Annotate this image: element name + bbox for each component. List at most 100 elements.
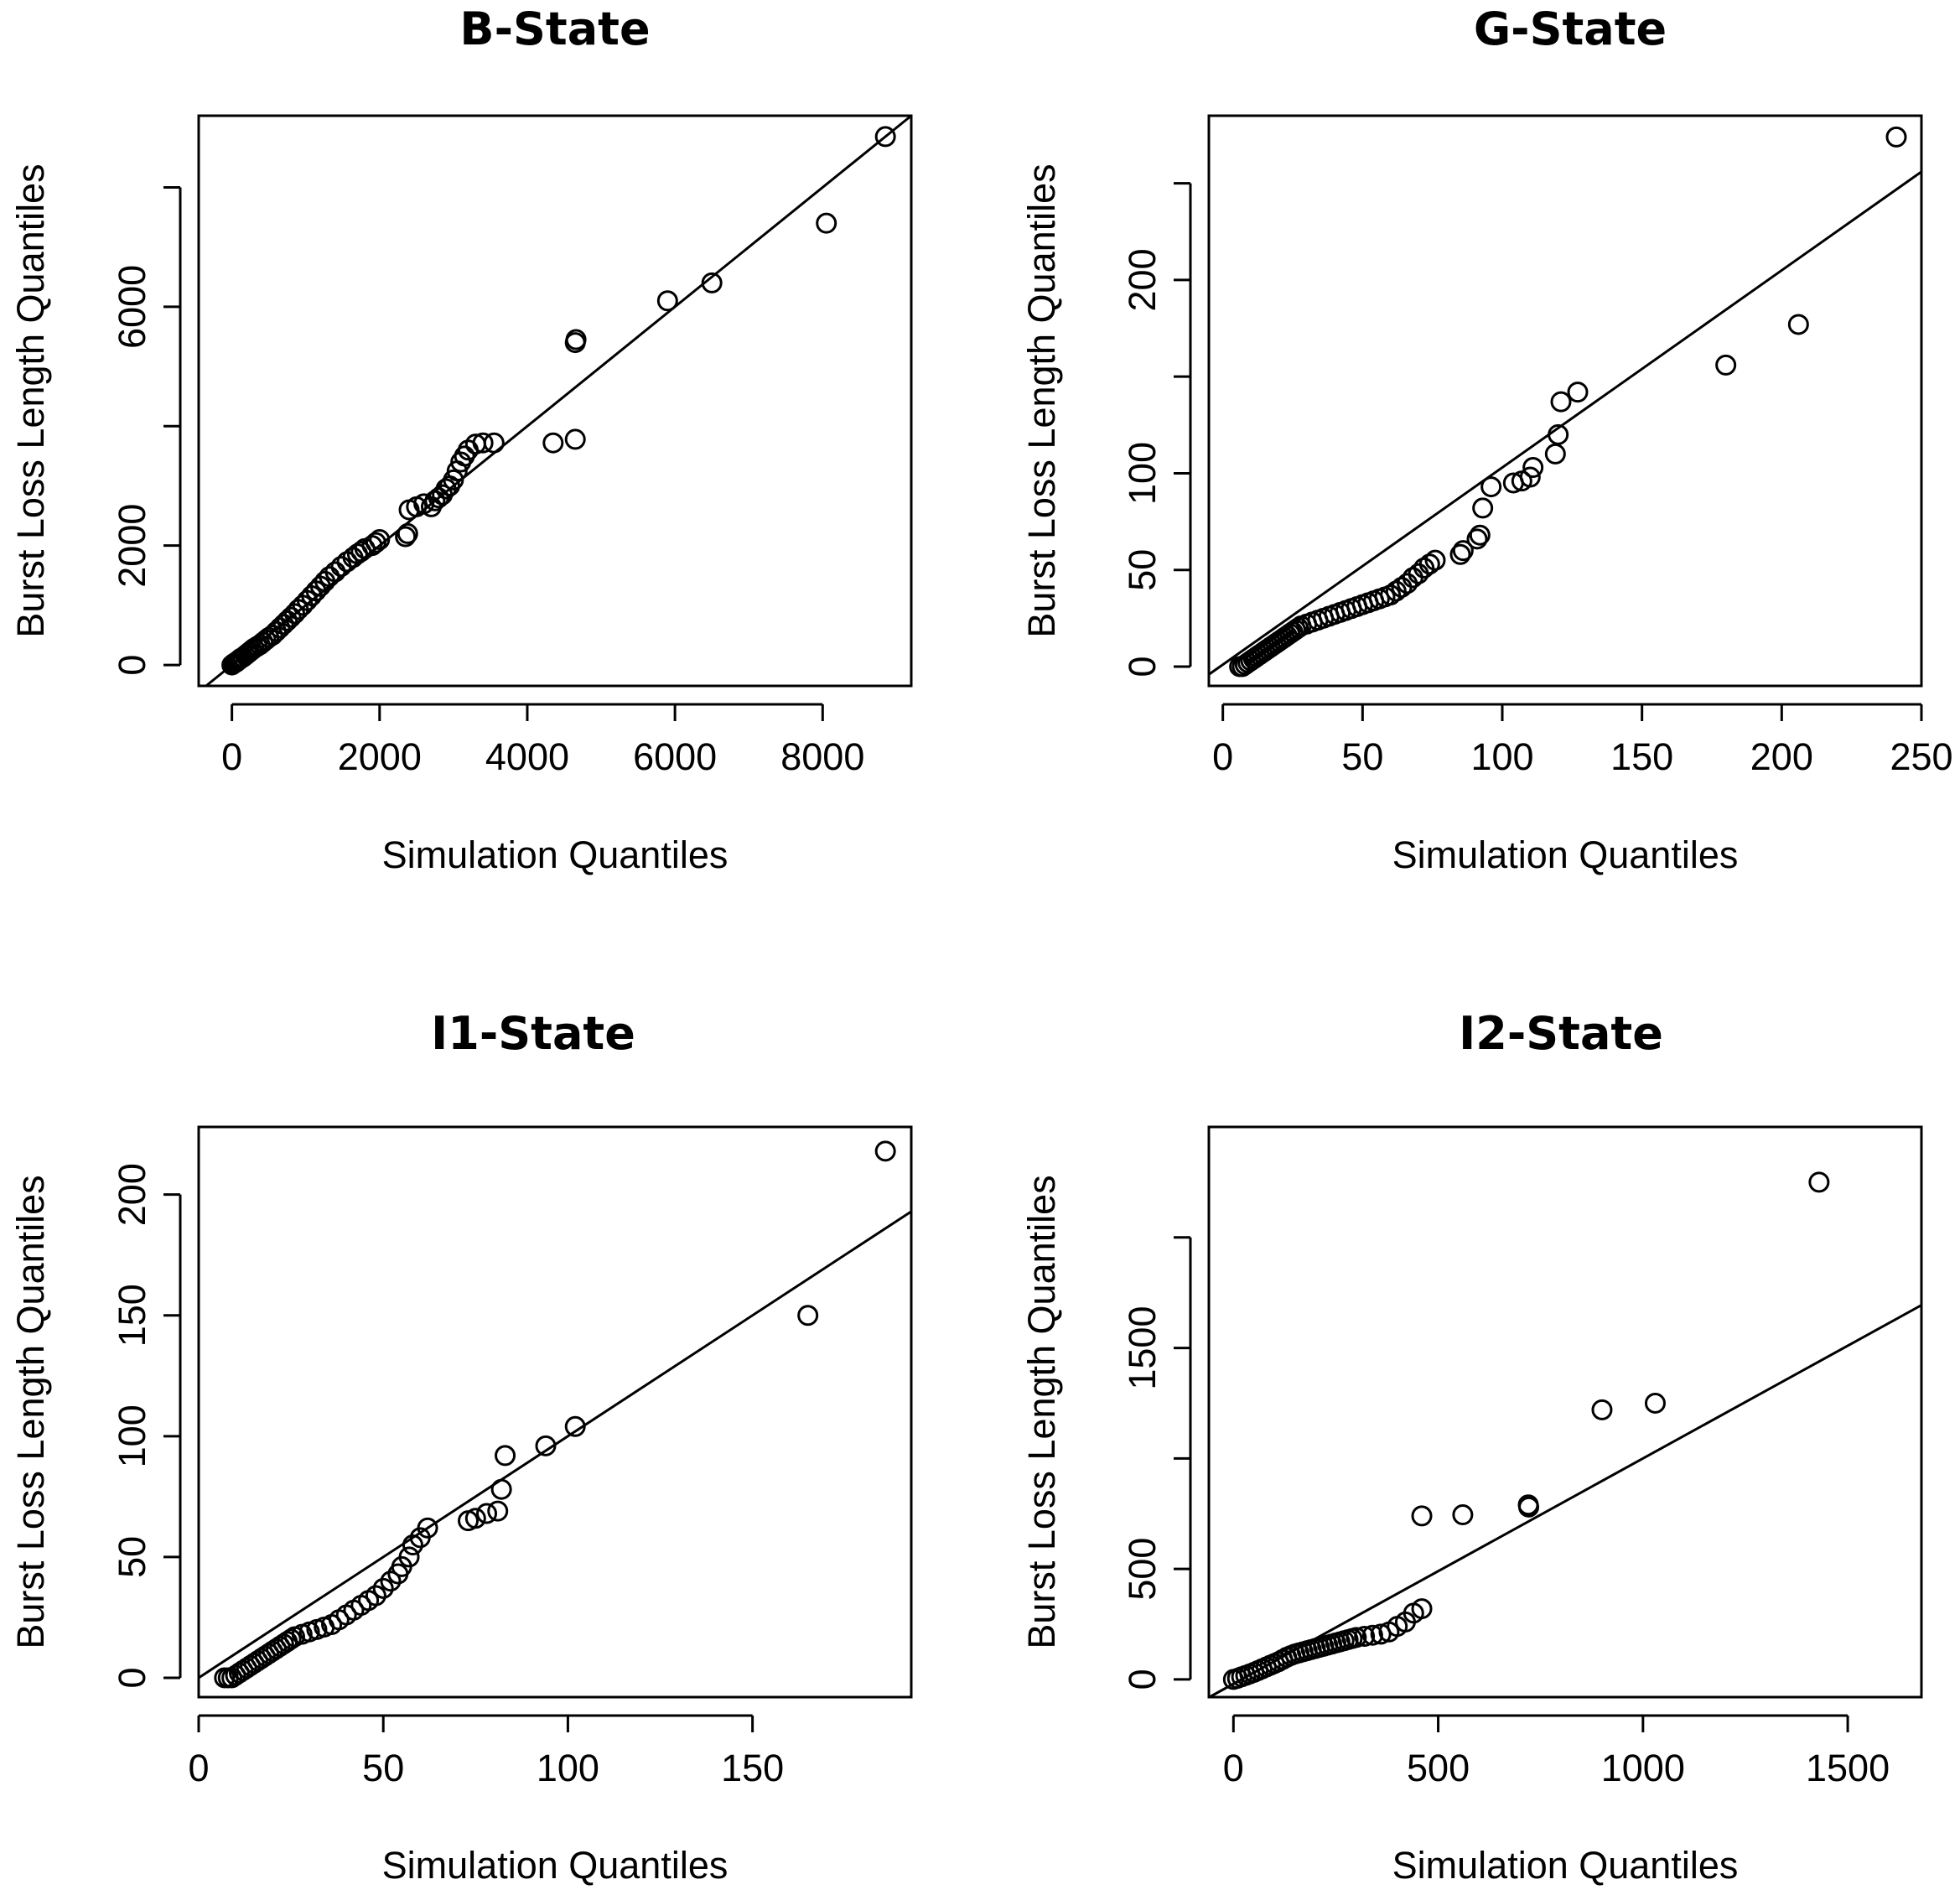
data-point [476,1503,498,1524]
data-point [874,1140,896,1162]
x-axis: 0 50 100 150 200 250 [1212,703,1953,778]
data-point [402,1534,423,1555]
data-point [280,606,302,628]
x-tick-label: 100 [1470,735,1533,778]
x-tick-label: 150 [1610,735,1673,778]
plot-frame [197,114,913,688]
data-point [365,532,386,553]
reference-line [1208,170,1922,676]
data-point [1466,528,1488,550]
data-point [1452,540,1474,562]
x-axis-label: Simulation Quantiles [382,1844,729,1887]
data-point [1567,382,1589,403]
data-point [280,1628,302,1650]
data-point [1469,524,1491,546]
data-point [1284,619,1306,641]
data-point [1354,1626,1376,1648]
data-point [495,1445,516,1467]
data-point [1519,466,1541,488]
plot-area [1208,1171,1922,1699]
data-point [535,1435,557,1456]
data-point [398,1546,420,1568]
x-tick-label: 4000 [485,735,569,778]
x-axis: 0 500 1000 1500 [1223,1714,1890,1789]
data-point [1472,497,1494,519]
x-tick-label: 250 [1890,735,1952,778]
data-point [1449,543,1471,565]
y-axis-label: Burst Loss Length Quantiles [9,1175,52,1648]
y-axis: 0 50 100 150 200 [111,1163,182,1688]
data-point [1370,1623,1392,1645]
y-tick-label: 0 [1121,1669,1164,1690]
data-point [1550,391,1572,413]
x-tick-label: 6000 [633,735,717,778]
data-point [272,614,294,636]
data-point [1418,553,1440,575]
data-point [265,620,287,642]
plot-frame [1207,114,1923,688]
y-axis-label: Burst Loss Length Quantiles [1020,1175,1063,1648]
y-tick-label: 150 [111,1284,153,1347]
x-tick-label: 100 [537,1747,599,1789]
data-point [350,541,372,563]
data-point [701,272,723,293]
data-point [1346,1627,1367,1648]
x-tick-label: 50 [362,1747,404,1789]
y-axis: 0 500 1500 [1121,1236,1192,1690]
panel-g-state: G-State 0 50 100 150 200 250 0 50 100 200 Simula… [1020,3,1953,876]
y-tick-label: 0 [111,1667,153,1688]
data-point [269,617,291,639]
x-tick-label: 500 [1407,1747,1470,1789]
plot-frame [1207,1125,1923,1699]
data-point [1787,314,1809,335]
data-point [1452,1504,1474,1526]
data-point [1380,584,1402,606]
plot-area [1208,126,1922,678]
y-axis-label: Burst Loss Length Quantiles [9,164,52,637]
data-point [1808,1171,1830,1193]
x-axis-label: Simulation Quantiles [1392,833,1739,876]
chart-title: G-State [1474,3,1667,55]
data-point [262,624,283,646]
x-tick-label: 0 [1212,735,1233,778]
x-tick-label: 2000 [338,735,422,778]
data-point [1424,549,1446,571]
x-tick-label: 50 [1341,735,1383,778]
y-tick-label: 200 [111,1163,153,1226]
data-point [542,432,564,454]
data-point [1885,126,1907,148]
plot-frame [197,1125,913,1699]
data-point [487,1500,509,1522]
data-point [565,329,587,350]
plot-area [205,114,912,688]
chart-title: B-State [459,3,650,55]
data-point [1385,580,1407,602]
data-point [1411,1598,1433,1620]
y-tick-label: 0 [1121,656,1164,677]
data-point [816,212,837,234]
plot-area [198,1140,912,1689]
reference-line [1208,1304,1922,1699]
data-point [369,529,391,551]
data-point [656,290,678,312]
x-axis-label: Simulation Quantiles [382,833,729,876]
data-point [564,428,586,450]
data-point [564,1415,586,1437]
panel-b-state: B-State 0 2000 4000 6000 8000 0 2000 6000 Simu… [9,3,913,876]
chart-title: I1-State [431,1007,635,1060]
y-tick-label: 200 [1121,248,1164,311]
data-point [395,526,417,548]
y-tick-label: 100 [111,1404,153,1467]
y-tick-label: 2000 [111,504,153,588]
data-point [1413,557,1435,579]
y-tick-label: 100 [1121,442,1164,505]
data-point [472,432,494,454]
x-axis: 0 2000 4000 6000 8000 [221,703,864,778]
data-point [277,610,298,631]
panel-i2-state: I2-State 0 500 1000 1500 0 500 1500 Simulatio… [1020,1007,1923,1887]
data-point [1480,476,1502,498]
data-point [1715,354,1737,376]
chart-title: I2-State [1459,1007,1663,1060]
data-point [372,1577,394,1599]
